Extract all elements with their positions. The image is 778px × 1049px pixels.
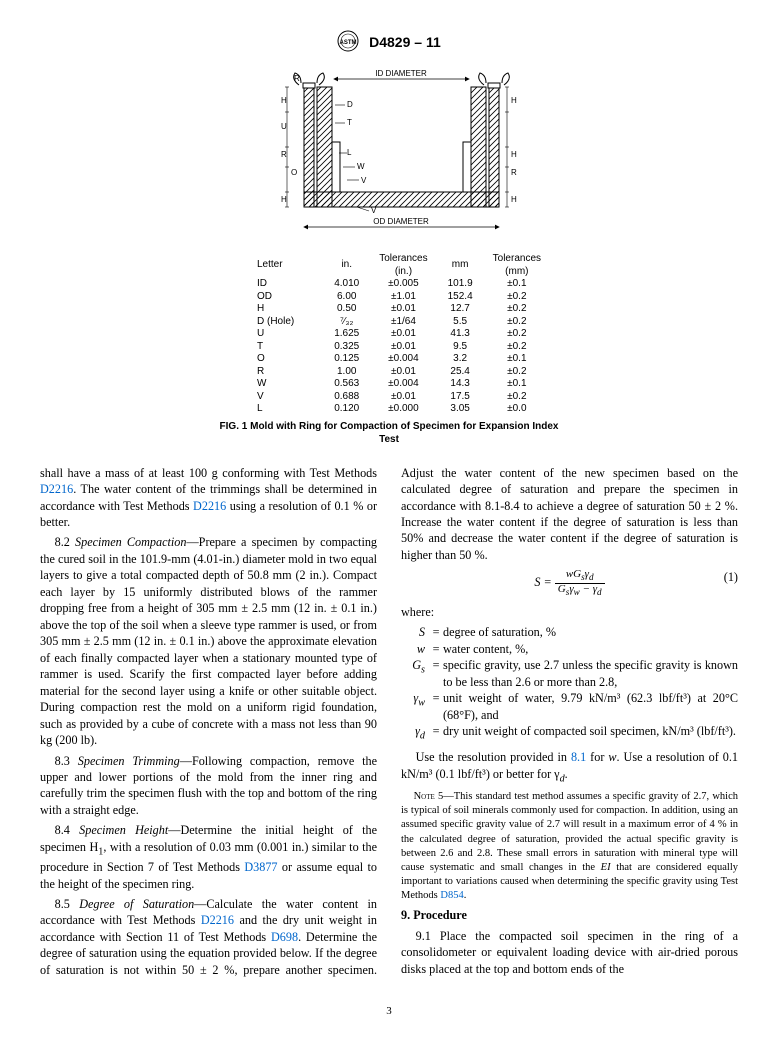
dimension-table: Letter in. Tolerances(in.) mm Tolerances… [227, 253, 551, 416]
table-row: ID4.010±0.005101.9±0.1 [227, 278, 551, 291]
svg-text:H: H [281, 195, 287, 204]
ref-d2216-3[interactable]: D2216 [201, 913, 234, 927]
figure-caption: FIG. 1 Mold with Ring for Compaction of … [209, 420, 569, 447]
svg-text:H: H [511, 96, 517, 105]
ref-d2216-1[interactable]: D2216 [40, 482, 73, 496]
table-row: T0.325±0.019.5±0.2 [227, 341, 551, 354]
table-row: OD6.00±1.01152.4±0.2 [227, 291, 551, 304]
ref-8-1[interactable]: 8.1 [571, 750, 586, 764]
tol-in-header: Tolerances(in.) [379, 253, 427, 277]
svg-text:H: H [511, 195, 517, 204]
svg-text:ASTM: ASTM [340, 40, 357, 46]
svg-text:O: O [291, 168, 297, 177]
svg-text:V: V [361, 176, 367, 185]
svg-text:R: R [281, 150, 287, 159]
ref-d2216-2[interactable]: D2216 [193, 499, 226, 513]
table-row: V0.688±0.0117.5±0.2 [227, 391, 551, 404]
svg-text:H: H [511, 150, 517, 159]
svg-text:W: W [357, 162, 365, 171]
section-9-heading: 9. Procedure [401, 907, 738, 923]
svg-text:U: U [281, 122, 287, 131]
astm-logo: ASTM [337, 30, 359, 57]
svg-text:ID DIAMETER: ID DIAMETER [375, 69, 427, 78]
ref-d3877[interactable]: D3877 [244, 860, 277, 874]
table-row: H0.50±0.0112.7±0.2 [227, 303, 551, 316]
svg-text:T: T [347, 118, 352, 127]
ref-d854[interactable]: D854 [440, 890, 463, 901]
page-number: 3 [40, 1004, 738, 1019]
ref-d698[interactable]: D698 [271, 930, 298, 944]
body-text: shall have a mass of at least 100 g conf… [40, 465, 738, 980]
svg-text:D: D [347, 100, 353, 109]
table-row: D (Hole)⁷⁄₃₂±1/645.5±0.2 [227, 316, 551, 329]
note-5: Note 5—This standard test method assumes… [401, 790, 738, 903]
tol-mm-header: Tolerances(mm) [493, 253, 541, 277]
table-row: W0.563±0.00414.3±0.1 [227, 378, 551, 391]
table-row: O0.125±0.0043.2±0.1 [227, 353, 551, 366]
svg-text:OD DIAMETER: OD DIAMETER [373, 217, 429, 226]
svg-text:V: V [371, 206, 377, 215]
svg-text:R: R [294, 74, 300, 83]
svg-text:H: H [281, 96, 287, 105]
table-row: R1.00±0.0125.4±0.2 [227, 366, 551, 379]
svg-text:L: L [347, 148, 352, 157]
table-row: L0.120±0.0003.05±0.0 [227, 403, 551, 416]
svg-text:R: R [511, 168, 517, 177]
table-row: U1.625±0.0141.3±0.2 [227, 328, 551, 341]
equation-1: S = wGsγd Gsγw − γd (1) [401, 569, 738, 598]
variable-definitions: S=degree of saturation, % w=water conten… [401, 624, 738, 743]
figure-1-diagram: ID DIAMETER OD DIAMETER R H U R O H [40, 67, 738, 241]
designation: D4829 – 11 [369, 34, 441, 50]
page-header: ASTM D4829 – 11 [40, 30, 738, 57]
